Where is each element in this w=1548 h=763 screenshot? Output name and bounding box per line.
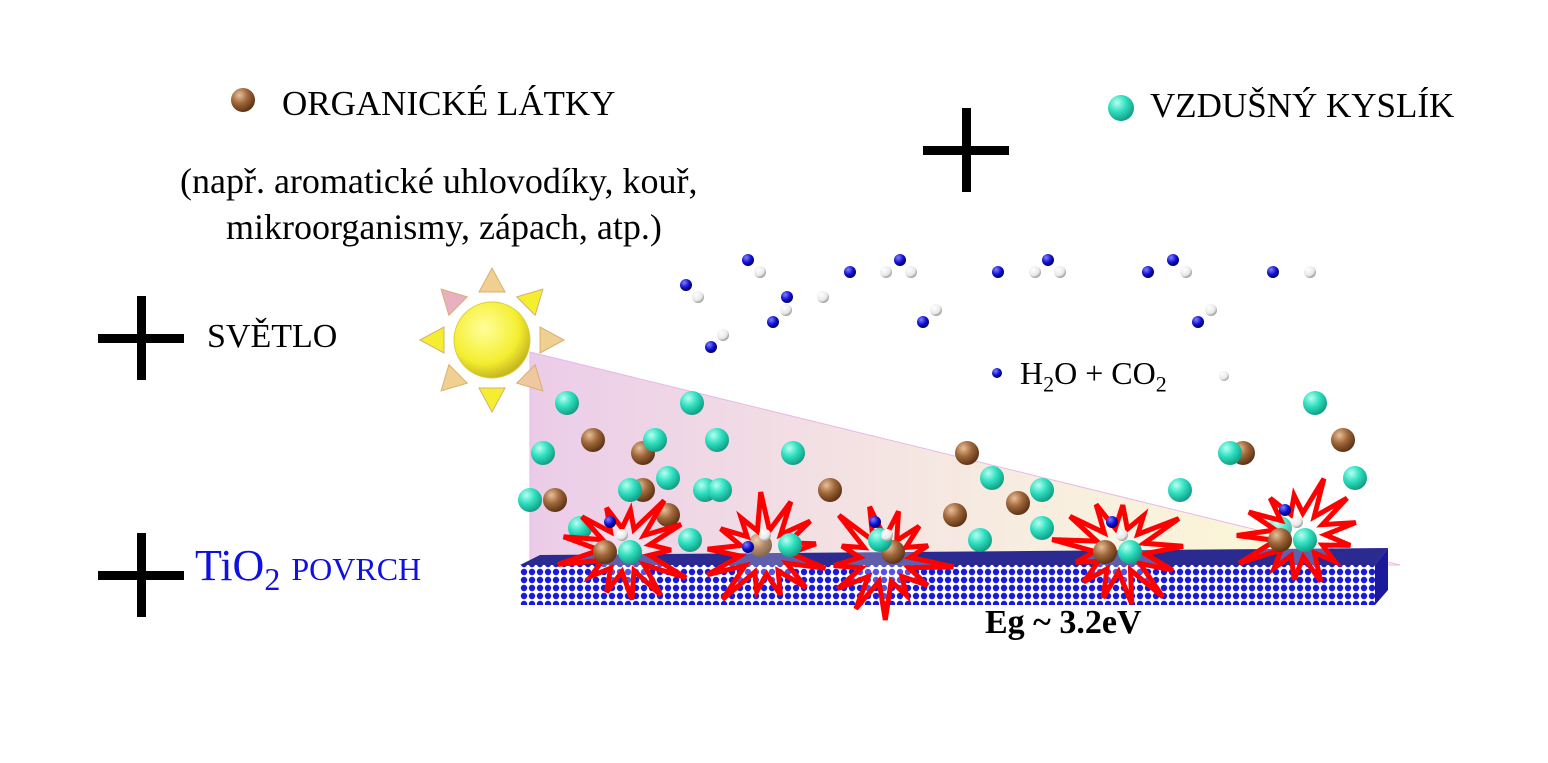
sun-ray (515, 363, 544, 392)
organic-molecule (1006, 491, 1030, 515)
product-atom (1267, 266, 1279, 278)
oxygen-molecule (1030, 516, 1054, 540)
hydrogen-atom (754, 266, 766, 278)
hydrogen-atom (905, 266, 917, 278)
product-atom (1042, 254, 1054, 266)
oxygen-molecule (618, 478, 642, 502)
hydrogen-atom (692, 291, 704, 303)
product-atom (742, 541, 754, 553)
hydrogen-atom (616, 529, 628, 541)
oxygen-molecule (980, 466, 1004, 490)
light-label: SVĚTLO (207, 318, 338, 355)
product-atom (767, 316, 779, 328)
oxygen-molecule (708, 478, 732, 502)
hydrogen-atom (930, 304, 942, 316)
product-atom (1167, 254, 1179, 266)
starburst-icon (1051, 502, 1184, 605)
oxygen-molecule (518, 488, 542, 512)
oxygen-molecule (1293, 528, 1317, 552)
hydrogen-atom (1180, 266, 1192, 278)
product-atom (869, 516, 881, 528)
oxygen-molecule (555, 391, 579, 415)
organic-molecule (581, 428, 605, 452)
oxygen-molecule (1118, 540, 1142, 564)
oxygen-molecule (1030, 478, 1054, 502)
product-atom (1142, 266, 1154, 278)
oxygen-molecule (1303, 391, 1327, 415)
products-label: H2O + CO2 (1020, 355, 1167, 397)
hydrogen-atom (1054, 266, 1066, 278)
product-atom (1279, 504, 1291, 516)
oxygen-molecule (778, 533, 802, 557)
product-atom (1106, 516, 1118, 528)
organic-molecule (818, 478, 842, 502)
sun-ray (478, 387, 506, 414)
oxygen-molecule (678, 528, 702, 552)
organic-molecule (1331, 428, 1355, 452)
organic-molecule (593, 540, 617, 564)
oxygen-molecule (1343, 466, 1367, 490)
band-gap-label: Eg ~ 3.2eV (985, 604, 1142, 641)
oxygen-molecule (656, 466, 680, 490)
product-atom (844, 266, 856, 278)
hydrogen-atom (881, 529, 893, 541)
sun-ray (478, 266, 506, 293)
product-atom (781, 291, 793, 303)
hydrogen-atom (880, 266, 892, 278)
plus-icon (923, 108, 1009, 192)
organic-molecule (943, 503, 967, 527)
hydrogen-atom (717, 329, 729, 341)
product-atom (680, 279, 692, 291)
sun-ray (418, 326, 445, 354)
sun-ray (440, 363, 469, 392)
hydrogen-atom (817, 291, 829, 303)
oxygen-molecule (1218, 441, 1242, 465)
oxygen-molecule (968, 528, 992, 552)
product-atom (604, 516, 616, 528)
sun-ray (539, 326, 566, 354)
plus-icon (98, 296, 184, 380)
product-atom (894, 254, 906, 266)
starburst-icon (706, 491, 827, 602)
organic-examples-line1: (např. aromatické uhlovodíky, kouř, (180, 161, 698, 201)
sun-ray (515, 288, 544, 317)
plus-icon (98, 533, 184, 617)
oxygen-molecule (531, 441, 555, 465)
organic-molecule (543, 488, 567, 512)
organic-molecule (1268, 528, 1292, 552)
surface-label: TiO2 POVRCH (195, 541, 422, 597)
organic-molecule (955, 441, 979, 465)
product-atom (917, 316, 929, 328)
hydrogen-atom (1304, 266, 1316, 278)
product-atom (992, 266, 1004, 278)
oxygen-molecule (705, 428, 729, 452)
oxygen-label: VZDUŠNÝ KYSLÍK (1150, 86, 1455, 125)
product-atom (705, 341, 717, 353)
organic-examples-line2: mikroorganismy, zápach, atp.) (226, 207, 662, 247)
oxygen-molecule (781, 441, 805, 465)
oxygen-molecule (618, 540, 642, 564)
oxygen-molecule (680, 391, 704, 415)
hydrogen-atom (1291, 516, 1303, 528)
sun-ray (440, 288, 469, 317)
hydrogen-atom (1205, 304, 1217, 316)
sun-icon (418, 266, 566, 414)
organic-molecule (1093, 540, 1117, 564)
product-atom (742, 254, 754, 266)
oxygen-molecule (643, 428, 667, 452)
starburst-icon (1236, 477, 1357, 584)
oxygen-molecule (1168, 478, 1192, 502)
organic-label: ORGANICKÉ LÁTKY (282, 84, 616, 123)
hydrogen-atom (780, 304, 792, 316)
product-atom (1192, 316, 1204, 328)
hydrogen-atom (1116, 529, 1128, 541)
hydrogen-atom (759, 529, 771, 541)
hydrogen-atom (1029, 266, 1041, 278)
